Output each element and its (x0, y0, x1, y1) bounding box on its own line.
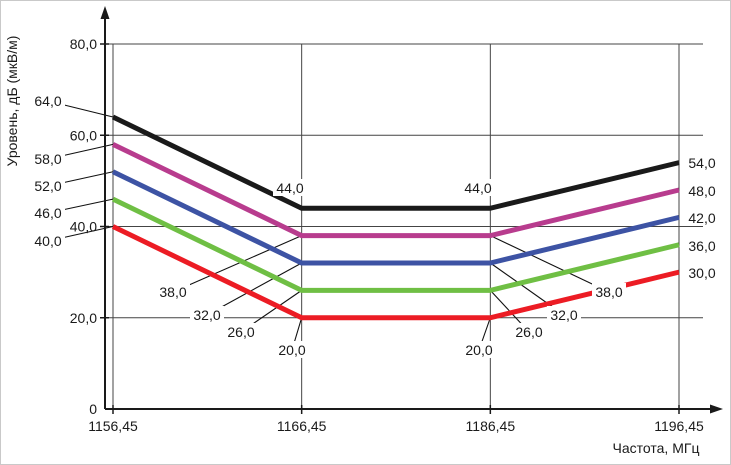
annotation-label-13: 32,0 (550, 307, 577, 323)
annotation-label-11: 20,0 (465, 342, 492, 358)
series-line-black (111, 114, 680, 211)
annotation-box-2 (31, 177, 65, 194)
x-axis-arrow-icon (710, 404, 723, 414)
y-tick-label-4: 80,0 (70, 36, 97, 52)
annotation-box-14 (592, 283, 626, 300)
series-line-red (111, 224, 680, 321)
annotation-label-16: 48,0 (688, 183, 715, 199)
annotation-label-12: 26,0 (515, 324, 542, 340)
annotation-box-4 (31, 232, 65, 249)
annotation-box-6 (461, 179, 495, 196)
series-line-magenta (111, 142, 680, 239)
annotation-label-1: 58,0 (34, 151, 61, 167)
series-line-green (111, 196, 680, 293)
y-tick-label-1: 20,0 (70, 310, 97, 326)
x-axis-title: Частота, МГц (613, 440, 700, 456)
annotation-label-3: 46,0 (34, 205, 61, 221)
y-tick-label-2: 40,0 (70, 219, 97, 235)
leader-line-14 (490, 235, 610, 293)
annotation-box-18 (685, 237, 719, 254)
annotation-label-14: 38,0 (595, 284, 622, 300)
annotation-label-4: 40,0 (34, 233, 61, 249)
annotation-box-19 (685, 264, 719, 281)
annotation-box-5 (273, 179, 307, 196)
annotation-label-6: 44,0 (464, 180, 491, 196)
annotation-label-10: 20,0 (278, 342, 305, 358)
annotation-box-10 (275, 341, 309, 358)
annotation-label-17: 42,0 (688, 210, 715, 226)
x-tick-label-1: 1166,45 (277, 418, 327, 434)
annotation-box-17 (685, 209, 719, 226)
annotation-label-8: 32,0 (193, 307, 220, 323)
annotation-box-9 (224, 323, 258, 340)
y-tick-label-3: 60,0 (70, 127, 97, 143)
annotation-label-18: 36,0 (688, 238, 715, 254)
annotation-box-0 (31, 92, 65, 109)
annotation-label-5: 44,0 (276, 180, 303, 196)
annotation-box-13 (547, 306, 581, 323)
x-tick-label-2: 1186,45 (466, 418, 516, 434)
leader-line-7 (172, 235, 302, 293)
annotation-box-8 (190, 306, 224, 323)
series-line-blue (111, 169, 680, 266)
annotation-label-7: 38,0 (159, 284, 186, 300)
annotation-label-2: 52,0 (34, 178, 61, 194)
y-axis-title: Уровень, дБ (мкВ/м) (4, 36, 20, 167)
annotation-box-11 (462, 341, 496, 358)
annotation-box-16 (685, 182, 719, 199)
annotation-box-12 (512, 323, 546, 340)
annotation-box-1 (31, 150, 65, 167)
x-tick-label-3: 1196,45 (654, 418, 704, 434)
annotation-label-15: 54,0 (688, 155, 715, 171)
annotation-box-15 (685, 154, 719, 171)
annotation-box-7 (156, 283, 190, 300)
annotation-label-19: 30,0 (688, 265, 715, 281)
annotation-label-0: 64,0 (34, 93, 61, 109)
annotation-label-9: 26,0 (227, 324, 254, 340)
annotation-box-3 (31, 204, 65, 221)
y-tick-label-0: 0 (89, 401, 97, 417)
y-axis-arrow-icon (100, 6, 110, 19)
x-tick-label-0: 1156,45 (88, 418, 138, 434)
